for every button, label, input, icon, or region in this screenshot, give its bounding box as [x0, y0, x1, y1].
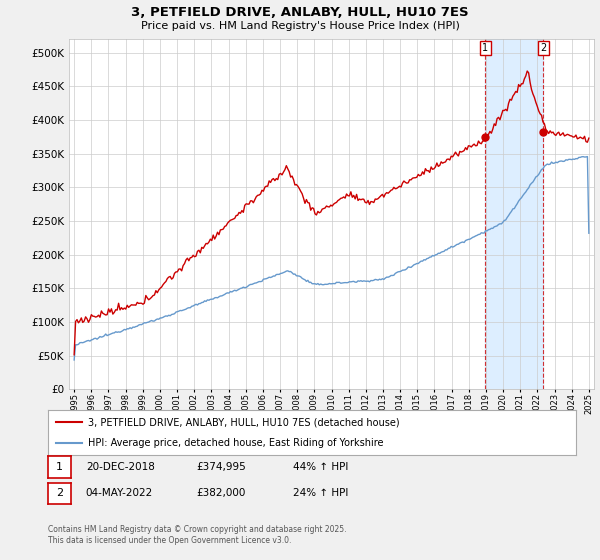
Text: 24% ↑ HPI: 24% ↑ HPI: [293, 488, 348, 498]
Text: 44% ↑ HPI: 44% ↑ HPI: [293, 462, 348, 472]
Text: 1: 1: [482, 43, 488, 53]
Text: 2: 2: [56, 488, 63, 498]
Text: 3, PETFIELD DRIVE, ANLABY, HULL, HU10 7ES: 3, PETFIELD DRIVE, ANLABY, HULL, HU10 7E…: [131, 6, 469, 18]
Text: Price paid vs. HM Land Registry's House Price Index (HPI): Price paid vs. HM Land Registry's House …: [140, 21, 460, 31]
Text: £374,995: £374,995: [197, 462, 247, 472]
Text: £382,000: £382,000: [197, 488, 246, 498]
Text: Contains HM Land Registry data © Crown copyright and database right 2025.
This d: Contains HM Land Registry data © Crown c…: [48, 525, 347, 545]
Bar: [485, 39, 543, 389]
Text: 04-MAY-2022: 04-MAY-2022: [86, 488, 153, 498]
Text: 2: 2: [540, 43, 547, 53]
Text: 1: 1: [56, 462, 63, 472]
Text: 3, PETFIELD DRIVE, ANLABY, HULL, HU10 7ES (detached house): 3, PETFIELD DRIVE, ANLABY, HULL, HU10 7E…: [88, 417, 399, 427]
Text: HPI: Average price, detached house, East Riding of Yorkshire: HPI: Average price, detached house, East…: [88, 437, 383, 447]
Text: 20-DEC-2018: 20-DEC-2018: [86, 462, 155, 472]
